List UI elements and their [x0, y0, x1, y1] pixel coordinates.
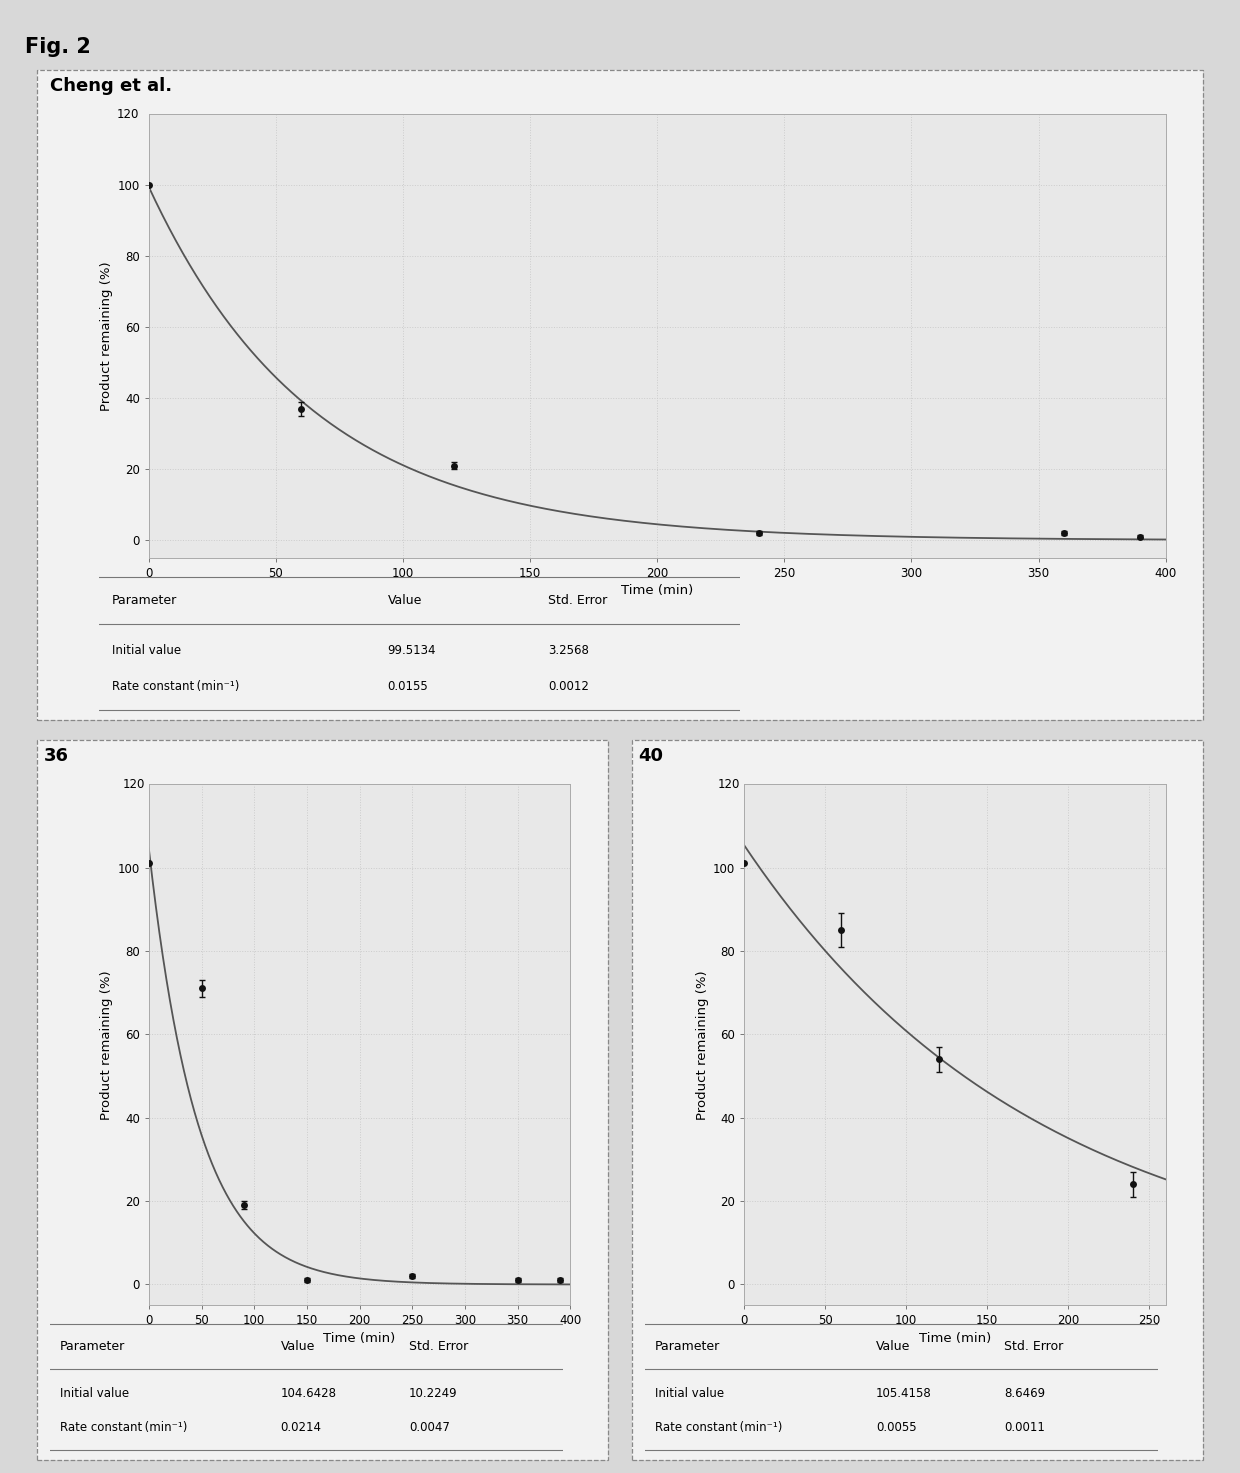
Text: Std. Error: Std. Error [409, 1340, 469, 1352]
Text: 104.6428: 104.6428 [280, 1388, 336, 1401]
Text: Cheng et al.: Cheng et al. [50, 78, 171, 96]
Text: 0.0214: 0.0214 [280, 1421, 321, 1433]
Text: Rate constant (min⁻¹): Rate constant (min⁻¹) [655, 1421, 782, 1433]
Text: Std. Error: Std. Error [548, 594, 608, 607]
Text: 0.0055: 0.0055 [875, 1421, 916, 1433]
Text: Rate constant (min⁻¹): Rate constant (min⁻¹) [112, 679, 239, 692]
X-axis label: Time (min): Time (min) [621, 585, 693, 597]
Text: Value: Value [388, 594, 422, 607]
Point [1054, 521, 1074, 545]
Text: Parameter: Parameter [60, 1340, 125, 1352]
Point [191, 977, 211, 1000]
Point [233, 1193, 253, 1217]
X-axis label: Time (min): Time (min) [919, 1332, 991, 1345]
Text: 0.0012: 0.0012 [548, 679, 589, 692]
Point [1130, 524, 1149, 548]
Point [444, 454, 464, 477]
Point [139, 851, 159, 875]
Point [749, 521, 769, 545]
Point [734, 851, 754, 875]
Point [929, 1047, 949, 1071]
Point [296, 1268, 316, 1292]
Text: Initial value: Initial value [60, 1388, 129, 1401]
X-axis label: Time (min): Time (min) [324, 1332, 396, 1345]
Text: 120: 120 [117, 108, 139, 121]
Text: 0.0011: 0.0011 [1004, 1421, 1045, 1433]
Text: Fig. 2: Fig. 2 [25, 37, 91, 57]
Text: 105.4158: 105.4158 [875, 1388, 931, 1401]
Point [508, 1268, 528, 1292]
Text: Parameter: Parameter [655, 1340, 720, 1352]
Text: 0.0155: 0.0155 [388, 679, 429, 692]
Text: 99.5134: 99.5134 [388, 644, 436, 657]
Text: Initial value: Initial value [655, 1388, 724, 1401]
Text: Initial value: Initial value [112, 644, 181, 657]
Y-axis label: Product remaining (%): Product remaining (%) [100, 969, 113, 1119]
Text: 3.2568: 3.2568 [548, 644, 589, 657]
Point [139, 174, 159, 197]
Text: Value: Value [875, 1340, 910, 1352]
Point [551, 1268, 570, 1292]
Text: 120: 120 [718, 778, 740, 791]
Text: Value: Value [280, 1340, 315, 1352]
Text: Rate constant (min⁻¹): Rate constant (min⁻¹) [60, 1421, 187, 1433]
Point [402, 1264, 422, 1287]
Text: Parameter: Parameter [112, 594, 177, 607]
Text: 36: 36 [43, 747, 68, 766]
Text: 40: 40 [639, 747, 663, 766]
Y-axis label: Product remaining (%): Product remaining (%) [100, 261, 113, 411]
Text: Std. Error: Std. Error [1004, 1340, 1064, 1352]
Point [291, 398, 311, 421]
Text: 120: 120 [123, 778, 145, 791]
Text: 0.0047: 0.0047 [409, 1421, 450, 1433]
Y-axis label: Product remaining (%): Product remaining (%) [696, 969, 708, 1119]
Point [1123, 1173, 1143, 1196]
Text: 10.2249: 10.2249 [409, 1388, 458, 1401]
Point [831, 918, 851, 941]
Text: 8.6469: 8.6469 [1004, 1388, 1045, 1401]
